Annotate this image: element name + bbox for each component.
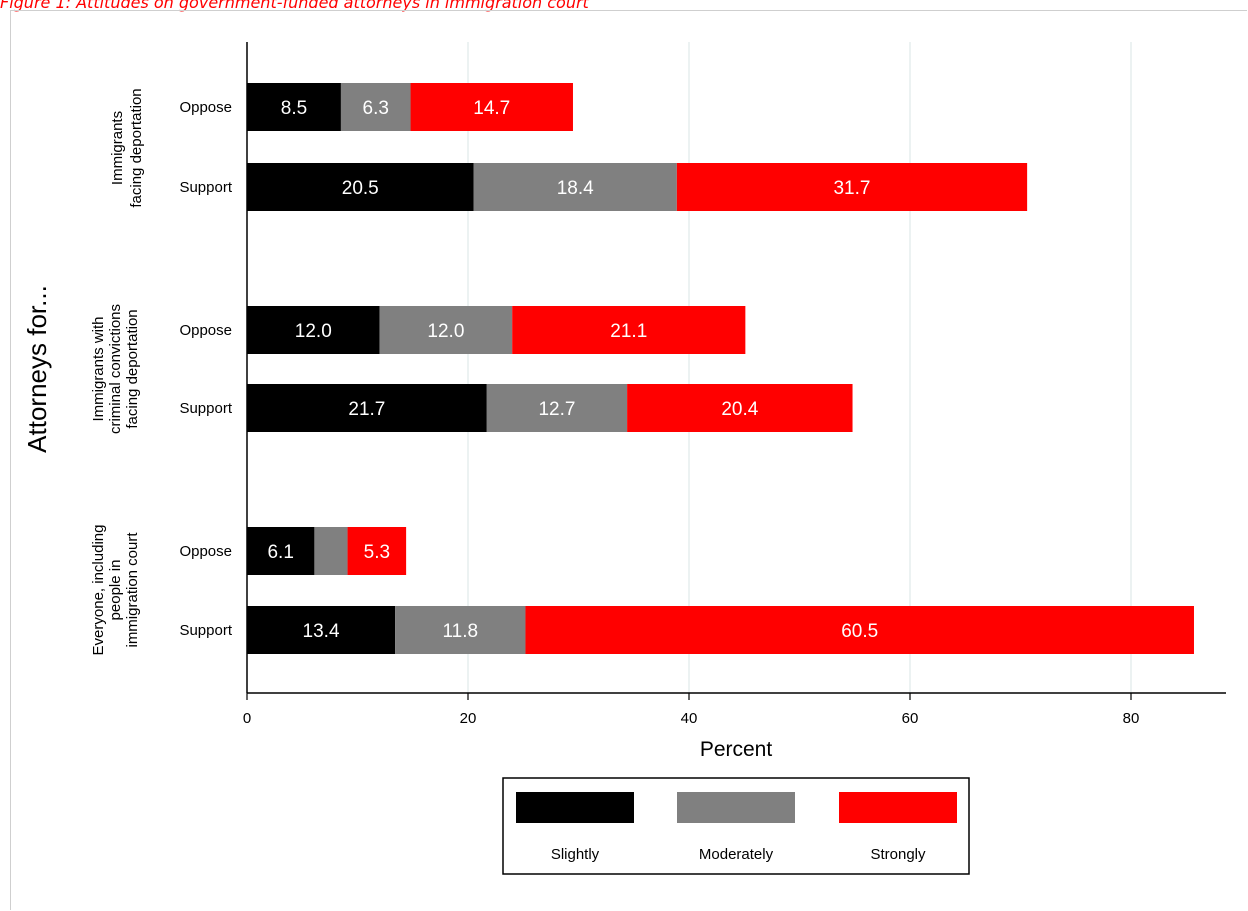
bar-segment-moderately [314, 527, 348, 575]
bar-value-label: 13.4 [303, 621, 340, 642]
legend-swatch-slightly [516, 792, 634, 823]
bar-segment-slightly [247, 163, 474, 211]
y-axis-title: Attorneys for... [22, 285, 52, 453]
bar-value-label: 8.5 [281, 98, 307, 119]
group-label-line: Everyone, including [90, 525, 107, 656]
legend-swatch-strongly [839, 792, 957, 823]
bar-segment-slightly [247, 306, 380, 354]
bar-segment-slightly [247, 527, 315, 575]
bar-value-label: 21.7 [348, 399, 385, 420]
group-label-line: people in [107, 560, 124, 621]
bar-value-label: 60.5 [841, 621, 878, 642]
bar-value-label: 6.3 [363, 98, 389, 119]
bar-value-label: 12.0 [295, 321, 332, 342]
bar-value-label: 12.0 [427, 321, 464, 342]
bar-value-label: 12.7 [538, 399, 575, 420]
x-tick-label: 20 [460, 710, 477, 727]
group-label-line: immigration court [124, 532, 141, 648]
bar-value-label: 20.5 [342, 178, 379, 199]
group-label-line: facing deportation [124, 309, 141, 428]
bar-segment-strongly [676, 163, 1028, 211]
row-label-support: Support [179, 622, 232, 639]
bar-value-label: 31.7 [833, 178, 870, 199]
group-label-line: facing deportation [128, 88, 145, 207]
bar-segment-moderately [340, 83, 411, 131]
bar-segment-moderately [379, 306, 513, 354]
bar-segment-slightly [247, 384, 487, 432]
bar-segment-moderately [395, 606, 526, 654]
bar-segment-strongly [512, 306, 746, 354]
bar-value-label: 21.1 [610, 321, 647, 342]
bar-value-label: 6.1 [267, 542, 293, 563]
x-axis-title: Percent [700, 738, 773, 761]
bar-segment-strongly [410, 83, 573, 131]
x-tick-label: 60 [902, 710, 919, 727]
bar-value-label: 18.4 [557, 178, 594, 199]
group-label-line: Immigrants with [90, 316, 107, 421]
chart-frame [10, 10, 1247, 910]
bar-segment-moderately [473, 163, 677, 211]
group-label-line: Immigrants [109, 111, 126, 185]
row-label-oppose: Oppose [179, 543, 232, 560]
bar-value-label: 14.7 [473, 98, 510, 119]
legend-label-slightly: Slightly [551, 846, 600, 863]
x-tick-label: 80 [1123, 710, 1140, 727]
figure-title: Figure 1: Attitudes on government-funded… [0, 0, 589, 12]
bar-value-label: 20.4 [721, 399, 758, 420]
bar-segment-slightly [247, 83, 341, 131]
row-label-support: Support [179, 400, 232, 417]
bar-value-label: 5.3 [364, 542, 390, 563]
x-tick-label: 40 [681, 710, 698, 727]
bar-segment-strongly [627, 384, 853, 432]
group-label-line: criminal convictions [107, 304, 124, 434]
legend-label-moderately: Moderately [699, 846, 774, 863]
bar-segment-strongly [525, 606, 1194, 654]
bar-segment-moderately [486, 384, 628, 432]
legend-label-strongly: Strongly [870, 846, 926, 863]
bar-value-label: 11.8 [442, 621, 478, 642]
legend-swatch-moderately [677, 792, 795, 823]
bar-segment-slightly [247, 606, 396, 654]
x-tick-label: 0 [243, 710, 251, 727]
row-label-oppose: Oppose [179, 99, 232, 116]
row-label-oppose: Oppose [179, 322, 232, 339]
row-label-support: Support [179, 179, 232, 196]
bar-segment-strongly [347, 527, 407, 575]
